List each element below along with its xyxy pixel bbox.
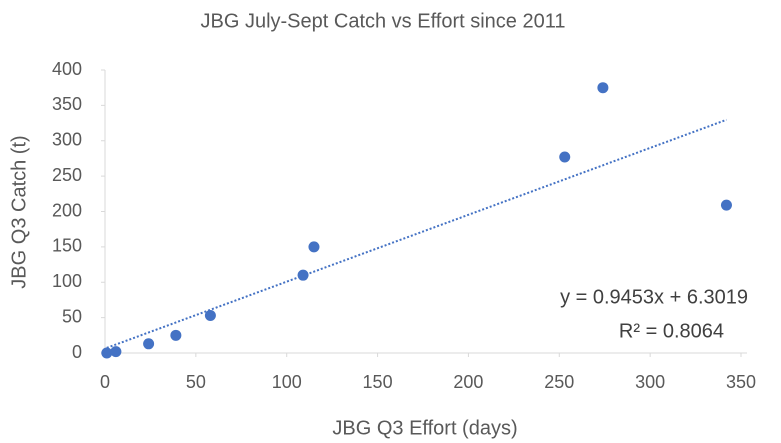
point: [720, 199, 732, 211]
trendline: [106, 118, 727, 349]
point: [101, 347, 113, 359]
point: [597, 82, 609, 94]
chart-title: JBG July-Sept Catch vs Effort since 2011: [201, 10, 566, 32]
y-tick-label: 100: [52, 271, 82, 291]
point: [143, 338, 155, 350]
y-tick-label: 150: [52, 236, 82, 256]
x-tick-label: 150: [363, 372, 393, 392]
y-tick-label: 200: [52, 200, 82, 220]
x-tick-label: 50: [186, 372, 206, 392]
point: [204, 310, 216, 322]
x-tick-label: 0: [100, 372, 110, 392]
point: [110, 346, 122, 358]
x-tick-label: 200: [453, 372, 483, 392]
y-tick-label: 50: [62, 306, 82, 326]
x-tick-label: 250: [544, 372, 574, 392]
point: [308, 241, 320, 253]
y-axis-title: JBG Q3 Catch (t): [8, 135, 30, 288]
point: [297, 269, 309, 281]
y-tick-label: 400: [52, 59, 82, 79]
y-tick-label: 0: [72, 342, 82, 362]
trendline-equation: y = 0.9453x + 6.3019: [560, 286, 748, 308]
y-tick-label: 300: [52, 130, 82, 150]
x-axis-title: JBG Q3 Effort (days): [332, 417, 517, 439]
x-tick-label: 300: [635, 372, 665, 392]
trendline-r-squared: R² = 0.8064: [619, 320, 724, 342]
y-tick-label: 350: [52, 94, 82, 114]
point: [559, 151, 571, 163]
y-tick-label: 250: [52, 165, 82, 185]
point: [170, 329, 182, 341]
x-tick-label: 350: [726, 372, 756, 392]
x-tick-label: 100: [272, 372, 302, 392]
